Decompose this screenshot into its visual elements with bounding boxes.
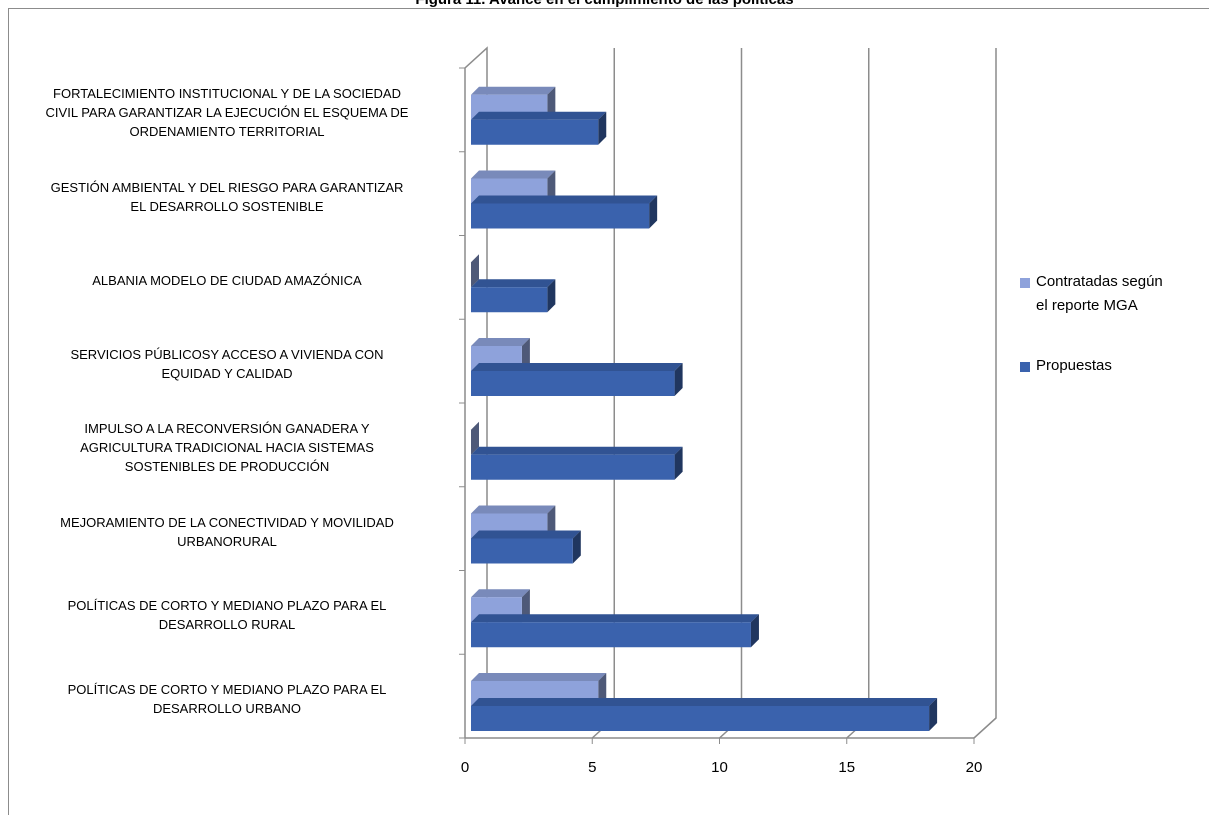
bar-propuestas [471,698,938,731]
x-axis-ticks: 0 5 10 15 20 [461,738,983,776]
legend-swatch-propuestas [1020,362,1030,372]
bar-top-face [471,589,530,598]
bar-side-face [598,673,607,706]
legend: Contratadas según el reporte MGA Propues… [1020,270,1200,378]
bar-front-face [471,538,573,564]
bar-top-face [471,195,658,204]
bar-front-face [471,706,930,731]
category-label-line: SERVICIOS PÚBLICOSY ACCESO A VIVIENDA CO… [70,347,384,363]
bar-top-face [471,338,530,346]
category-label: SERVICIOS PÚBLICOSY ACCESO A VIVIENDA CO… [7,345,447,383]
bar-propuestas [471,446,683,480]
bar-top-face [471,279,556,288]
category-label-line: GESTIÓN AMBIENTAL Y DEL RIESGO PARA GARA… [50,179,404,195]
chart-title: Figura 11. Avance en el cumplimiento de … [0,0,1209,8]
category-label-line: POLÍTICAS DE CORTO Y MEDIANO PLAZO PARA … [67,598,387,614]
bar-top-face [471,111,607,120]
bar-top-face [471,363,683,371]
legend-item-contratadas: Contratadas según el reporte MGA [1020,270,1200,318]
bar-side-face [521,589,530,623]
category-label-line: URBANORURAL [177,533,277,549]
bar-side-face [521,338,530,371]
category-label-line: FORTALECIMIENTO INSTITUCIONAL Y DE LA SO… [53,86,401,102]
bar-top-face [471,86,556,95]
category-label-line: AGRICULTURA TRADICIONAL HACIA SISTEMAS [80,440,374,456]
category-label-line: MEJORAMIENTO DE LA CONECTIVIDAD Y MOVILI… [60,514,394,530]
bar-contratadas [471,254,479,288]
legend-swatch-contratadas [1020,278,1030,288]
category-label: POLÍTICAS DE CORTO Y MEDIANO PLAZO PARA … [7,596,447,634]
bar-side-face [674,363,683,396]
legend-label-propuestas: Propuestas [1036,357,1112,374]
category-label-line: DESARROLLO RURAL [158,617,296,633]
x-tick-label: 15 [838,759,855,776]
x-tick-label: 10 [711,759,728,776]
bar-top-face [471,170,556,179]
category-label-line: ORDENAMIENTO TERRITORIAL [129,124,325,140]
bar-propuestas [471,279,556,313]
bar-side-face [598,111,607,145]
bar-propuestas [471,614,759,648]
category-label: ALBANIA MODELO DE CIUDAD AMAZÓNICA [7,271,447,290]
category-label-line: POLÍTICAS DE CORTO Y MEDIANO PLAZO PARA … [67,682,387,698]
category-label-line: DESARROLLO URBANO [152,701,302,717]
bar-contratadas [471,421,479,455]
category-label-line: EL DESARROLLO SOSTENIBLE [130,198,324,214]
bar-front-face [471,287,548,313]
bar-side-face [547,170,556,204]
bar-side-face [649,195,658,229]
bar-side-face [750,614,759,648]
bar-side-face [572,530,581,564]
bar-side-face [929,698,938,731]
category-label-line: ALBANIA MODELO DE CIUDAD AMAZÓNICA [92,272,362,288]
bar-top-face [471,614,759,623]
chart-frame-left [8,8,9,815]
bar-side-face [471,254,479,288]
category-label: GESTIÓN AMBIENTAL Y DEL RIESGO PARA GARA… [7,178,447,216]
bars [471,86,938,731]
bar-propuestas [471,195,658,229]
x-tick-label: 0 [461,759,469,776]
bar-side-face [547,279,556,313]
category-label: POLÍTICAS DE CORTO Y MEDIANO PLAZO PARA … [7,680,447,718]
bar-front-face [471,371,675,396]
bar-side-face [674,446,683,480]
legend-label-contratadas: Contratadas según el reporte MGA [1036,273,1163,314]
category-label: IMPULSO A LA RECONVERSIÓN GANADERA Y AGRI… [7,419,447,476]
bar-top-face [471,505,556,514]
gridline [973,48,997,739]
chart-frame-top [8,8,1209,9]
bar-front-face [471,622,751,648]
category-label: FORTALECIMIENTO INSTITUCIONAL Y DE LA SO… [7,84,447,141]
category-label-line: SOSTENIBLES DE PRODUCCIÓN [124,459,330,475]
bar-propuestas [471,111,607,145]
category-label-line: CIVIL PARA GARANTIZAR LA EJECUCIÓN EL ES… [45,105,409,121]
bar-front-face [471,203,650,229]
x-tick-label: 5 [588,759,596,776]
bar-propuestas [471,363,683,396]
bar-side-face [471,421,479,455]
bar-propuestas [471,530,581,564]
bar-front-face [471,454,675,480]
gridline [846,48,870,739]
category-label-line: EQUIDAD Y CALIDAD [161,366,293,382]
bar-side-face [547,505,556,539]
legend-item-propuestas: Propuestas [1020,354,1200,378]
x-tick-label: 20 [966,759,983,776]
bar-top-face [471,446,683,455]
bar-top-face [471,673,607,681]
category-label: MEJORAMIENTO DE LA CONECTIVIDAD Y MOVILI… [7,513,447,551]
bar-front-face [471,119,599,145]
bar-top-face [471,530,581,539]
category-label-line: IMPULSO A LA RECONVERSIÓN GANADERA Y [84,421,370,437]
bar-side-face [547,86,556,120]
bar-top-face [471,698,938,706]
